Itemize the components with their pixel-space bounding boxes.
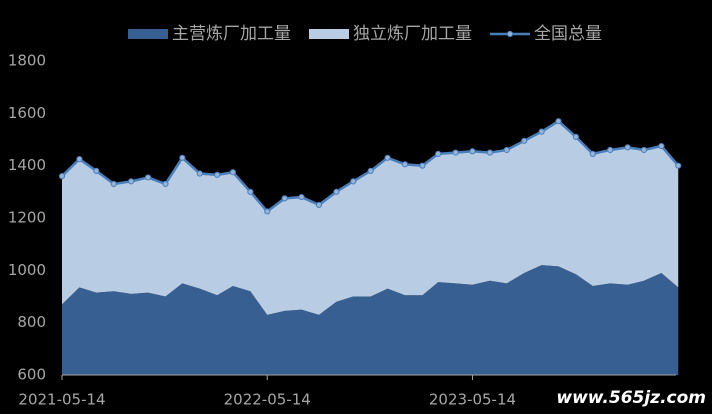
marker [58,173,66,180]
x-tick-label: 2023-05-14 [429,391,516,409]
marker [452,149,459,156]
marker [589,150,596,157]
y-tick-label: 1000 [8,261,46,279]
marker [247,188,254,195]
marker [350,178,357,185]
marker [607,146,614,154]
y-tick-label: 1800 [8,52,46,70]
marker [229,169,237,176]
y-tick-label: 600 [17,366,46,384]
marker [486,149,493,156]
marker [93,167,100,174]
marker [315,201,323,209]
legend-swatch [309,29,349,39]
marker [196,170,203,177]
marker [624,144,631,151]
marker [401,161,409,168]
marker [179,154,186,161]
marker [110,180,117,188]
legend-swatch [128,29,168,39]
marker [76,156,83,163]
marker [419,162,426,169]
legend-label: 主营炼厂加工量 [172,24,291,44]
marker [298,193,305,201]
marker [469,148,476,155]
marker [162,180,169,188]
marker [521,137,528,144]
marker [264,208,271,215]
y-tick-label: 1600 [8,104,46,122]
marker [281,195,288,202]
marker [128,178,135,185]
marker [333,188,340,195]
marker [640,146,648,154]
marker [435,150,442,157]
area [62,265,679,375]
y-tick-label: 1400 [8,156,46,174]
area [62,121,679,315]
marker [675,162,682,169]
marker [503,146,510,154]
legend-marker [506,30,514,38]
x-tick-label: 2022-05-14 [224,391,311,409]
marker [572,133,580,140]
legend-label: 全国总量 [534,24,602,44]
marker [214,171,221,178]
marker [538,128,545,135]
marker [144,174,152,181]
marker [367,167,374,174]
y-tick-label: 800 [17,313,46,331]
y-tick-label: 1200 [8,209,46,227]
legend-label: 独立炼厂加工量 [353,24,472,44]
marker [555,118,562,125]
watermark: www.565jz.com [556,388,706,408]
marker [384,154,391,161]
x-tick-label: 2021-05-14 [18,391,105,409]
marker [658,142,665,150]
